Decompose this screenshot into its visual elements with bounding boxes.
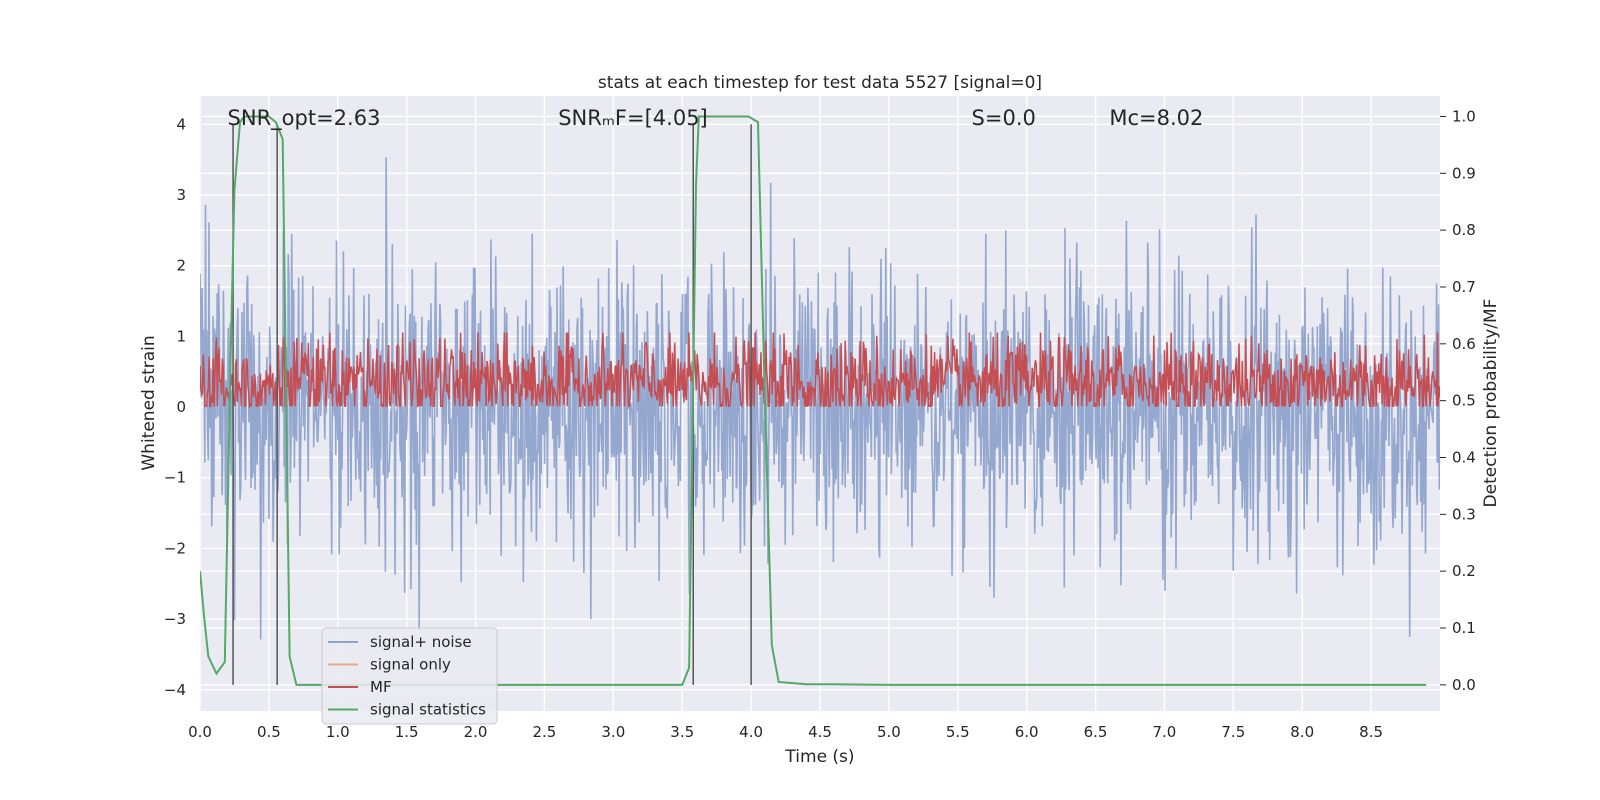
y2-axis-label: Detection probability/MF: [1481, 299, 1501, 508]
y2-tick-label: 0.4: [1452, 448, 1476, 466]
y-tick-label: 3: [176, 186, 186, 204]
legend-label: signal only: [370, 656, 451, 674]
y2-tick-label: 0.6: [1452, 335, 1476, 353]
y2-tick-label: 0.8: [1452, 221, 1476, 239]
legend-label: signal statistics: [370, 701, 486, 719]
y-axis-label: Whitened strain: [139, 335, 159, 470]
annotation-text: SNR_opt=2.63: [228, 106, 381, 131]
y2-axis-ticks: 1.0 0.9 0.8 0.7 0.6 0.5 0.4 0.3 0.2 0.1 0.0: [1440, 107, 1476, 694]
x-tick-label: 4.0: [739, 723, 763, 741]
y-tick-label: 2: [176, 257, 186, 275]
y2-tick-label: 0.3: [1452, 505, 1476, 523]
x-tick-label: 1.0: [326, 723, 350, 741]
y2-tick-label: 0.1: [1452, 619, 1476, 637]
y-axis-ticks: 4 3 2 1 0 −1 −2 −3 −4: [164, 115, 186, 699]
series-mf: [200, 332, 1440, 410]
y-tick-label: −1: [164, 469, 186, 487]
y2-tick-label: 1.0: [1452, 107, 1476, 125]
y2-tick-label: 0.2: [1452, 562, 1476, 580]
x-tick-label: 8.5: [1359, 723, 1383, 741]
x-axis-ticks: 0.0 0.5 1.0 1.5 2.0 2.5 3.0 3.5 4.0 4.5 5.0 5.5 6.0 6…: [188, 723, 1383, 741]
x-tick-label: 2.5: [533, 723, 557, 741]
series-signal-noise: [200, 157, 1440, 640]
mf-line: [200, 332, 1440, 410]
x-tick-label: 0.0: [188, 723, 212, 741]
x-tick-label: 8.0: [1290, 723, 1314, 741]
y-tick-label: 1: [176, 327, 186, 345]
signal-statistics-line: [200, 115, 1427, 686]
y-tick-label: −3: [164, 610, 186, 628]
annotation-text: S=0.0: [972, 106, 1036, 130]
annotation-text: Mᴄ=8.02: [1109, 106, 1203, 130]
annotations: SNR_opt=2.63 SNRₘF=[4.05] S=0.0 Mᴄ=8.02: [228, 106, 1204, 131]
signal-noise-line: [200, 157, 1440, 640]
x-tick-label: 0.5: [257, 723, 281, 741]
x-tick-label: 6.5: [1084, 723, 1108, 741]
annotation-text: SNRₘF=[4.05]: [558, 106, 708, 130]
x-tick-label: 7.0: [1153, 723, 1177, 741]
y-tick-label: 0: [176, 398, 186, 416]
x-tick-label: 4.5: [808, 723, 832, 741]
x-tick-label: 5.5: [946, 723, 970, 741]
y2-tick-label: 0.0: [1452, 676, 1476, 694]
legend-label: signal+ noise: [370, 633, 472, 651]
x-tick-label: 2.0: [464, 723, 488, 741]
y2-tick-label: 0.7: [1452, 278, 1476, 296]
x-tick-label: 6.0: [1015, 723, 1039, 741]
y2-tick-label: 0.5: [1452, 392, 1476, 410]
x-axis-label: Time (s): [784, 747, 854, 767]
x-tick-label: 7.5: [1221, 723, 1245, 741]
y-tick-label: 4: [176, 115, 186, 133]
y-tick-label: −2: [164, 539, 186, 557]
y-tick-label: −4: [164, 681, 186, 699]
legend-label: MF: [370, 678, 392, 696]
chart-title: stats at each timestep for test data 552…: [598, 73, 1042, 93]
x-tick-label: 1.5: [395, 723, 419, 741]
legend: signal+ noise signal only MF signal statist…: [321, 627, 498, 725]
x-tick-label: 3.0: [601, 723, 625, 741]
series-signal-statistics: [200, 115, 1427, 686]
x-tick-label: 5.0: [877, 723, 901, 741]
y2-tick-label: 0.9: [1452, 164, 1476, 182]
x-tick-label: 3.5: [670, 723, 694, 741]
legend-frame: [321, 627, 498, 725]
